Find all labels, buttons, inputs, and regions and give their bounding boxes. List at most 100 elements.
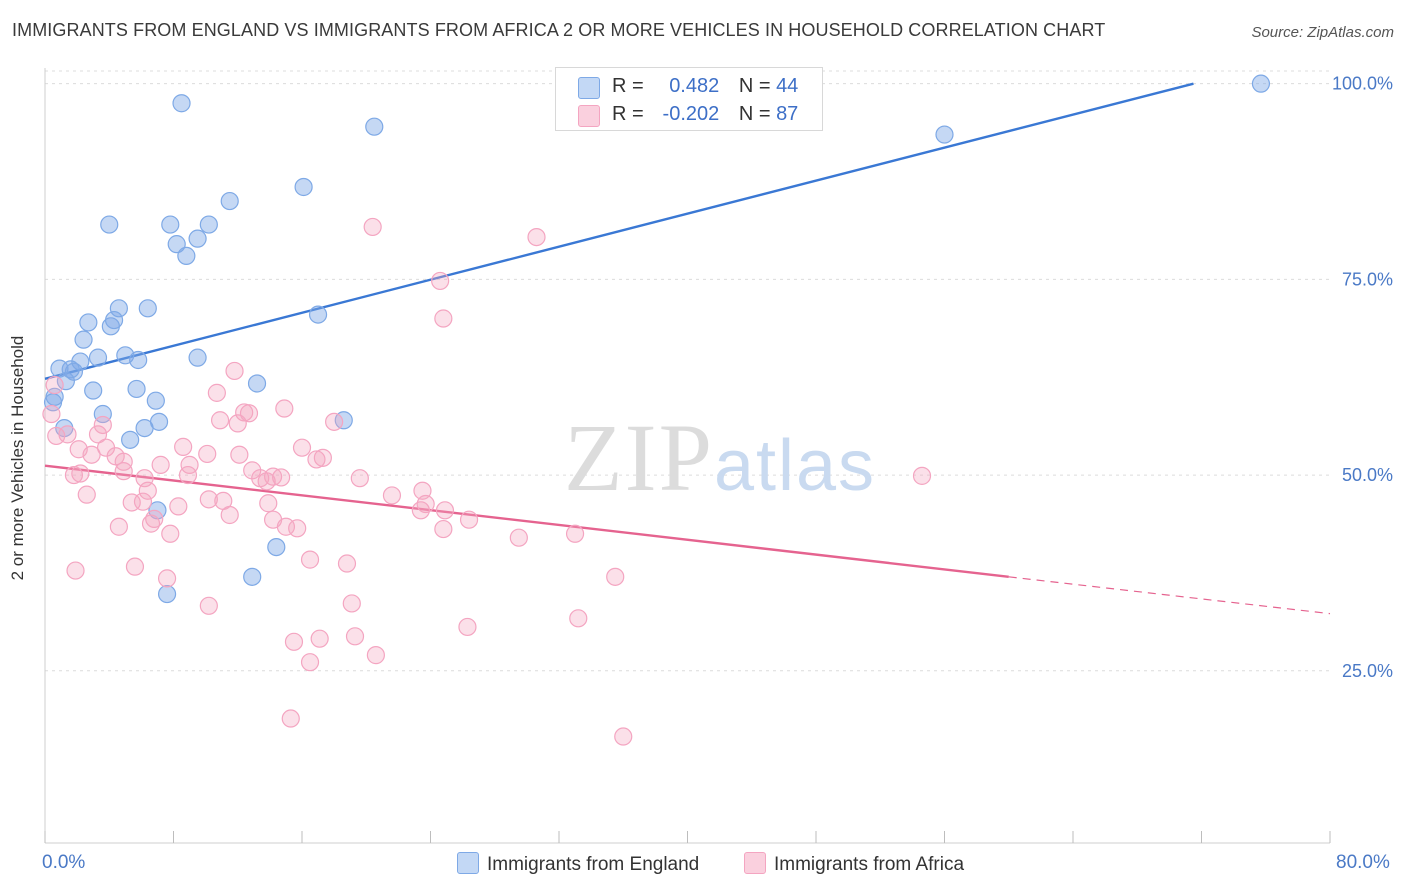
- chart-title: IMMIGRANTS FROM ENGLAND VS IMMIGRANTS FR…: [12, 20, 1106, 40]
- point-england-25: [61, 360, 80, 379]
- point-africa-55: [411, 501, 430, 520]
- point-africa-78: [345, 627, 365, 646]
- point-africa-43: [138, 481, 157, 500]
- point-england-20: [88, 348, 108, 367]
- africa-swatch: [578, 105, 600, 127]
- data-points: [42, 74, 1271, 746]
- point-africa-28: [114, 452, 133, 471]
- point-africa-29: [151, 455, 170, 474]
- watermark-zip: ZIP: [564, 404, 714, 511]
- y-tick-labels: 25.0% 50.0% 75.0% 100.0%: [1332, 74, 1393, 681]
- england-n-label: N =: [738, 75, 771, 97]
- point-england-17: [101, 317, 120, 336]
- africa-r-label: R =: [612, 103, 644, 125]
- point-england-13: [138, 299, 157, 318]
- chart-source: Source: ZipAtlas.com: [1251, 24, 1394, 41]
- point-england-12: [109, 299, 128, 318]
- point-africa-14: [210, 411, 230, 430]
- point-england-1: [365, 117, 384, 136]
- point-england-0: [172, 94, 191, 113]
- england-r-label: R =: [612, 75, 644, 97]
- point-africa-52: [416, 494, 435, 514]
- point-africa-64: [434, 519, 453, 539]
- legend-label-england: Immigrants from England: [487, 854, 700, 875]
- legend-item-africa: Immigrants from Africa: [744, 852, 964, 876]
- england-swatch: [578, 77, 600, 99]
- watermark: ZIPatlas: [564, 404, 876, 511]
- point-africa-73: [606, 567, 625, 586]
- point-england-9: [188, 229, 207, 248]
- point-england-33: [146, 391, 165, 410]
- point-africa-51: [133, 492, 153, 511]
- england-n-value: 44: [776, 75, 799, 97]
- point-africa-26: [313, 448, 332, 467]
- point-africa-22: [82, 445, 101, 464]
- point-africa-27: [307, 450, 326, 469]
- point-england-29: [84, 381, 103, 400]
- point-africa-79: [310, 629, 329, 648]
- africa-r-value: -0.202: [662, 103, 720, 125]
- africa-stats: R = -0.202 N = 87: [612, 103, 798, 126]
- trend-line-africa: [44, 464, 1009, 579]
- point-africa-83: [281, 709, 300, 728]
- point-england-14: [308, 305, 328, 324]
- point-africa-58: [141, 514, 161, 533]
- point-england-27: [56, 372, 75, 391]
- point-africa-19: [174, 437, 193, 456]
- point-england-15: [79, 313, 98, 332]
- point-england-30: [127, 379, 146, 399]
- point-africa-77: [458, 617, 477, 637]
- point-africa-40: [257, 472, 276, 491]
- point-england-38: [135, 419, 154, 438]
- trend-line-africa-extension: [1008, 576, 1331, 615]
- point-africa-49: [259, 494, 278, 513]
- point-africa-38: [71, 464, 90, 483]
- point-africa-47: [199, 490, 218, 509]
- point-africa-44: [413, 481, 432, 500]
- point-england-39: [121, 430, 140, 449]
- point-africa-3: [434, 309, 453, 328]
- point-africa-74: [342, 594, 361, 613]
- point-africa-69: [337, 554, 357, 573]
- point-africa-66: [509, 528, 528, 547]
- point-england-6: [100, 215, 119, 234]
- point-africa-80: [284, 632, 304, 651]
- trend-line-england: [44, 82, 1194, 380]
- africa-n-value: 87: [776, 103, 799, 125]
- point-africa-67: [565, 524, 585, 543]
- point-africa-46: [77, 485, 96, 504]
- point-africa-76: [569, 609, 588, 628]
- point-africa-41: [350, 469, 369, 488]
- point-africa-37: [64, 465, 84, 485]
- point-africa-20: [292, 438, 312, 457]
- point-africa-12: [58, 425, 77, 444]
- point-england-43: [157, 584, 177, 604]
- point-africa-0: [363, 217, 382, 237]
- point-africa-4: [225, 361, 244, 381]
- point-africa-65: [161, 524, 180, 543]
- y-tick-label-3: 100.0%: [1332, 74, 1393, 94]
- point-england-41: [267, 537, 286, 557]
- point-england-23: [188, 348, 207, 367]
- y-tick-label-1: 50.0%: [1342, 465, 1393, 485]
- legend-item-england: Immigrants from England: [457, 852, 699, 876]
- point-africa-63: [288, 519, 307, 538]
- point-africa-13: [93, 415, 112, 435]
- point-africa-68: [300, 550, 320, 569]
- point-africa-84: [614, 727, 633, 746]
- point-africa-6: [45, 375, 64, 395]
- point-africa-31: [114, 462, 133, 481]
- watermark-atlas: atlas: [714, 426, 876, 506]
- point-africa-42: [912, 466, 932, 485]
- legend-swatch-africa: [744, 852, 766, 874]
- point-england-42: [243, 567, 262, 586]
- point-england-7: [161, 215, 180, 234]
- trend-lines: [44, 82, 1331, 615]
- point-africa-15: [228, 414, 247, 433]
- point-england-11: [177, 246, 196, 265]
- point-england-5: [220, 191, 239, 211]
- point-africa-7: [42, 404, 61, 424]
- y-tick-label-2: 75.0%: [1342, 269, 1393, 289]
- point-england-28: [247, 374, 267, 393]
